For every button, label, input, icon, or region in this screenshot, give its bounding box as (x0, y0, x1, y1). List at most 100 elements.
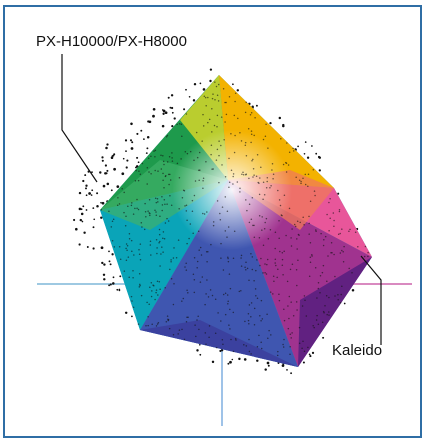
gamut-dot (131, 202, 133, 204)
gamut-dot (186, 289, 188, 291)
gamut-dot (278, 237, 280, 240)
gamut-dot (138, 286, 141, 288)
inner-gamut-dots (100, 81, 369, 357)
gamut-dot (131, 315, 133, 318)
gamut-dot (338, 208, 341, 211)
gamut-dot (254, 116, 256, 119)
gamut-dot (180, 158, 182, 160)
gamut-dot (278, 199, 281, 201)
gamut-dot (261, 229, 263, 231)
gamut-dot (211, 107, 213, 110)
gamut-dot (258, 193, 261, 196)
gamut-dot (125, 150, 127, 152)
gamut-dot (307, 185, 309, 188)
gamut-dot (199, 82, 202, 85)
gamut-dot (266, 258, 269, 261)
gamut-dot (265, 217, 268, 220)
gamut-dot (170, 106, 174, 110)
gamut-dot (323, 239, 325, 241)
gamut-dot (185, 262, 187, 264)
gamut-dot (159, 288, 161, 291)
gamut-dot (124, 139, 128, 142)
gamut-dot (202, 113, 204, 116)
gamut-dot (248, 221, 251, 224)
gamut-dot (296, 284, 298, 287)
gamut-dot (162, 237, 164, 239)
gamut-dot (244, 266, 246, 269)
gamut-dot (318, 169, 321, 172)
gamut-dot (158, 242, 160, 244)
gamut-dot (296, 220, 299, 223)
gamut-dot (186, 152, 189, 155)
gamut-dot (267, 147, 269, 149)
gamut-dot (110, 226, 113, 228)
gamut-dot (238, 357, 241, 361)
gamut-dot (93, 218, 96, 221)
gamut-dot (295, 269, 298, 271)
gamut-dot (294, 225, 297, 228)
gamut-dot (229, 328, 231, 330)
gamut-dot (253, 224, 255, 227)
gamut-dot (209, 289, 212, 291)
gamut-dot (178, 122, 181, 125)
gamut-dot (322, 264, 325, 267)
gamut-dot (104, 164, 107, 167)
gamut-dot (202, 187, 204, 190)
gamut-dot (305, 315, 308, 317)
gamut-dot (323, 312, 325, 314)
gamut-dot (328, 201, 330, 204)
gamut-dot (224, 196, 227, 198)
gamut-dot (272, 178, 274, 180)
gamut-dot (96, 204, 99, 208)
gamut-dot (169, 179, 172, 181)
gamut-dot (240, 254, 243, 257)
gamut-dot (153, 150, 155, 152)
gamut-dot (109, 263, 112, 266)
gamut-dot (161, 195, 163, 198)
gamut-dot (253, 134, 255, 137)
gamut-dot (184, 266, 186, 268)
gamut-dot (147, 210, 149, 212)
gamut-dot (91, 171, 93, 173)
gamut-dot (186, 316, 188, 318)
gamut-dot (288, 317, 290, 320)
gamut-dot (92, 226, 95, 229)
gamut-dot (181, 328, 183, 331)
gamut-dot (299, 221, 301, 224)
gamut-dot (82, 205, 85, 208)
gamut-dot (161, 124, 165, 128)
outer-label-leader (61, 54, 98, 183)
gamut-dot (309, 256, 312, 259)
gamut-dot (248, 279, 250, 282)
gamut-dot (263, 194, 266, 196)
gamut-dot (265, 273, 268, 275)
gamut-dot (165, 136, 168, 138)
gamut-dot (250, 130, 253, 132)
gamut-dot (309, 200, 312, 203)
gamut-dot (272, 293, 274, 295)
gamut-dot (173, 117, 176, 120)
gamut-dot (248, 203, 251, 205)
gamut-dot (85, 184, 88, 187)
gamut-dot (108, 260, 111, 263)
gamut-dot (308, 222, 310, 225)
gamut-dot (192, 99, 196, 102)
gamut-dot (230, 338, 232, 341)
gamut-dot (100, 216, 103, 219)
gamut-dot (253, 324, 256, 326)
gamut-dot (136, 132, 139, 135)
gamut-dot (136, 156, 139, 159)
gamut-dot (202, 212, 204, 215)
gamut-dot (166, 315, 169, 317)
gamut-dot (328, 296, 330, 299)
gamut-dot (331, 251, 333, 254)
gamut-dot (156, 247, 158, 249)
gamut-dot (173, 247, 175, 249)
gamut-dot (288, 295, 291, 298)
gamut-dot (161, 209, 163, 212)
gamut-dot (164, 222, 167, 224)
gamut-dot (131, 250, 133, 253)
gamut-dot (155, 214, 158, 216)
gamut-dot (125, 243, 128, 245)
gamut-dot (205, 293, 207, 295)
